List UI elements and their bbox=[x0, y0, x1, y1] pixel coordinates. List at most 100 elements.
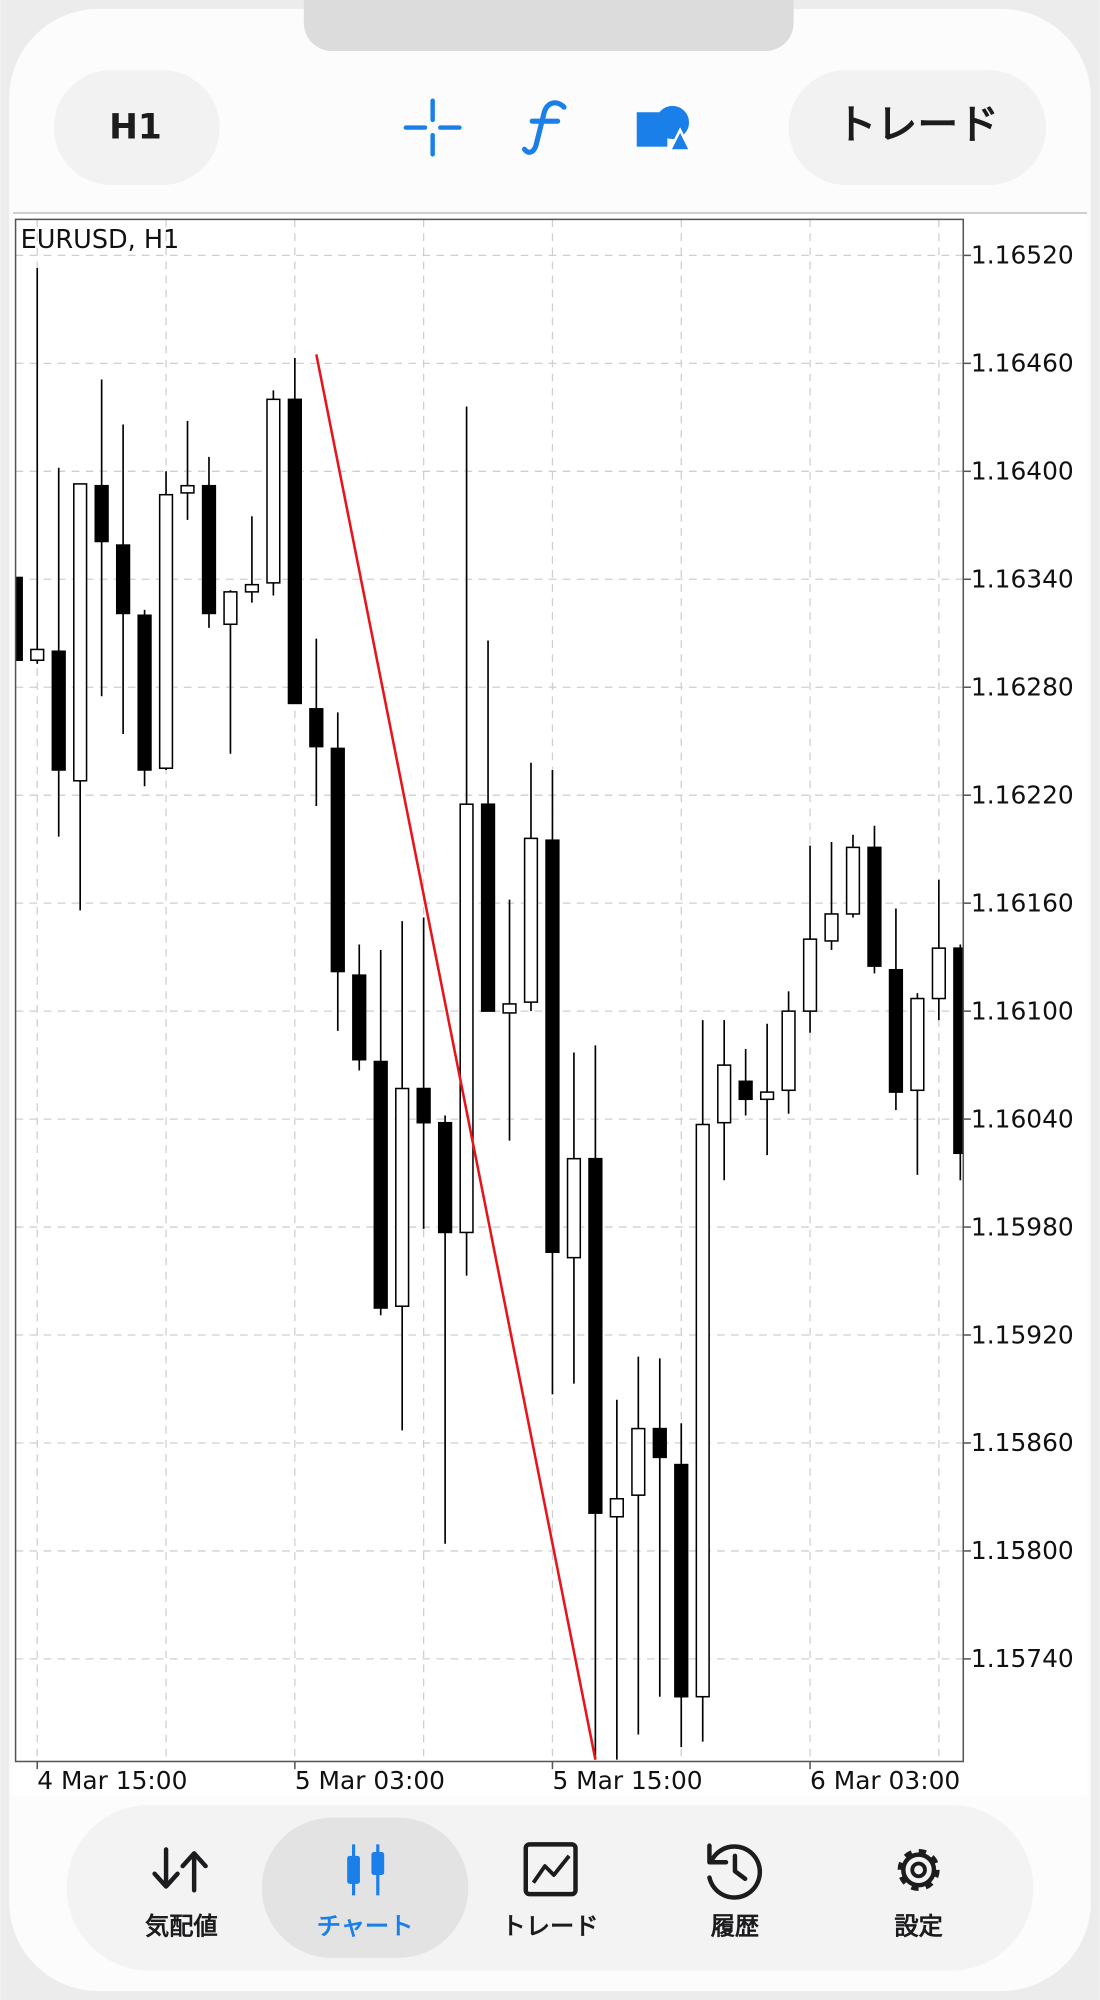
candle-body bbox=[51, 650, 66, 771]
candle-body bbox=[480, 803, 496, 1012]
candle-body bbox=[631, 1427, 646, 1496]
candle-body bbox=[609, 1498, 624, 1518]
candle-body bbox=[845, 846, 861, 915]
tab-icon bbox=[707, 1843, 763, 1900]
candle-body bbox=[674, 1463, 689, 1698]
plot-border bbox=[14, 218, 965, 1763]
tab-icon bbox=[371, 1852, 385, 1875]
tab-label: 履歴 bbox=[711, 1912, 759, 1940]
candle-body bbox=[266, 398, 281, 584]
candle-body bbox=[588, 1157, 603, 1514]
candle-body bbox=[309, 708, 324, 748]
trade-button[interactable]: トレード bbox=[788, 70, 1047, 185]
candle-body bbox=[137, 614, 152, 771]
tab-icon bbox=[152, 1847, 208, 1893]
candle-body bbox=[330, 747, 345, 973]
indicator-button[interactable] bbox=[521, 100, 567, 155]
x-tick-label: 5 Mar 03:00 bbox=[295, 1766, 445, 1795]
candle-body bbox=[781, 1010, 796, 1092]
tab-label: チャート bbox=[317, 1912, 414, 1940]
tab-label: 気配値 bbox=[145, 1912, 218, 1940]
candle-body bbox=[931, 947, 946, 1000]
candle-body bbox=[158, 493, 174, 769]
trend-line bbox=[315, 354, 597, 1760]
y-tick-label: 1.15740 bbox=[971, 1644, 1074, 1673]
y-tick-label: 1.16280 bbox=[971, 673, 1074, 702]
tab[interactable]: チャート bbox=[261, 1817, 469, 1958]
candle-body bbox=[244, 583, 260, 593]
candle-body bbox=[888, 968, 904, 1093]
candle-body bbox=[459, 803, 474, 1234]
candle-body bbox=[395, 1087, 410, 1307]
y-tick-label: 1.16220 bbox=[971, 780, 1074, 809]
y-tick-label: 1.15980 bbox=[971, 1212, 1074, 1241]
y-tick-label: 1.15800 bbox=[971, 1536, 1074, 1565]
candle-body bbox=[416, 1087, 431, 1124]
button-bg bbox=[53, 70, 220, 185]
button-label: トレード bbox=[836, 101, 999, 149]
candle-body bbox=[802, 938, 818, 1012]
candle-body bbox=[738, 1080, 753, 1101]
y-tick-label: 1.15920 bbox=[971, 1320, 1074, 1349]
candle-body bbox=[759, 1091, 775, 1101]
tab[interactable]: 履歴 bbox=[707, 1843, 763, 1941]
tab[interactable]: 気配値 bbox=[145, 1847, 218, 1940]
candle-body bbox=[652, 1427, 667, 1459]
x-tick-label: 4 Mar 15:00 bbox=[37, 1766, 187, 1795]
notch bbox=[303, 0, 794, 52]
icon bbox=[521, 100, 567, 155]
y-tick-label: 1.15860 bbox=[971, 1428, 1074, 1457]
tab-icon bbox=[523, 1842, 578, 1897]
tab-label: トレード bbox=[502, 1912, 599, 1940]
candle-body bbox=[30, 648, 45, 662]
x-tick-label: 5 Mar 15:00 bbox=[552, 1766, 702, 1795]
candle-body bbox=[824, 913, 839, 942]
candle-body bbox=[373, 1060, 388, 1309]
candle-body bbox=[437, 1121, 453, 1234]
y-tick-label: 1.16340 bbox=[971, 565, 1074, 594]
objects-button[interactable] bbox=[636, 105, 693, 152]
tab-bar bbox=[66, 1804, 1034, 1971]
tab-label: 設定 bbox=[894, 1912, 942, 1940]
x-tick-label: 6 Mar 03:00 bbox=[810, 1766, 960, 1795]
candle-body bbox=[867, 846, 882, 967]
tab-highlight bbox=[261, 1817, 469, 1958]
candle-body bbox=[953, 947, 964, 1155]
timeframe-button[interactable]: H1 bbox=[53, 70, 220, 185]
button-label: H1 bbox=[109, 107, 162, 147]
tab-icon bbox=[901, 1852, 937, 1888]
candle-body bbox=[352, 974, 367, 1061]
candle-body bbox=[502, 1003, 517, 1014]
y-tick-label: 1.16040 bbox=[971, 1104, 1074, 1133]
candle-body bbox=[73, 483, 88, 782]
candle-body bbox=[523, 837, 539, 1003]
y-tick-label: 1.16400 bbox=[971, 457, 1074, 486]
tabs: 気配値 チャート トレード 履歴 設定 bbox=[145, 1817, 943, 1958]
y-tick-label: 1.16460 bbox=[971, 349, 1074, 378]
y-tick-label: 1.16520 bbox=[971, 241, 1074, 270]
tab-icon bbox=[910, 1861, 927, 1879]
y-tick-label: 1.16100 bbox=[971, 996, 1074, 1025]
candle-body bbox=[545, 839, 560, 1254]
plot-area bbox=[15, 267, 964, 1760]
button-bg bbox=[788, 70, 1047, 185]
icon-part bbox=[667, 127, 693, 152]
candle-body bbox=[287, 398, 302, 705]
tab-icon bbox=[531, 1854, 571, 1884]
chart-title: EURUSD, H1 bbox=[21, 225, 180, 255]
y-tick-label: 1.16160 bbox=[971, 888, 1074, 917]
crosshair-button[interactable] bbox=[403, 98, 462, 157]
tab-icon bbox=[897, 1848, 940, 1891]
icon-part bbox=[655, 105, 690, 140]
candle-body bbox=[566, 1157, 582, 1259]
tab[interactable]: 設定 bbox=[894, 1848, 943, 1940]
candle-body bbox=[180, 484, 195, 494]
candle-body bbox=[910, 997, 925, 1092]
candle-body bbox=[94, 484, 109, 543]
candle-body bbox=[115, 544, 131, 615]
candle-body bbox=[695, 1123, 710, 1698]
tab[interactable]: トレード bbox=[502, 1842, 599, 1940]
chart: 1.16520 1.16460 1.16400 1.16340 1.16280 1.162… bbox=[15, 219, 1074, 1795]
